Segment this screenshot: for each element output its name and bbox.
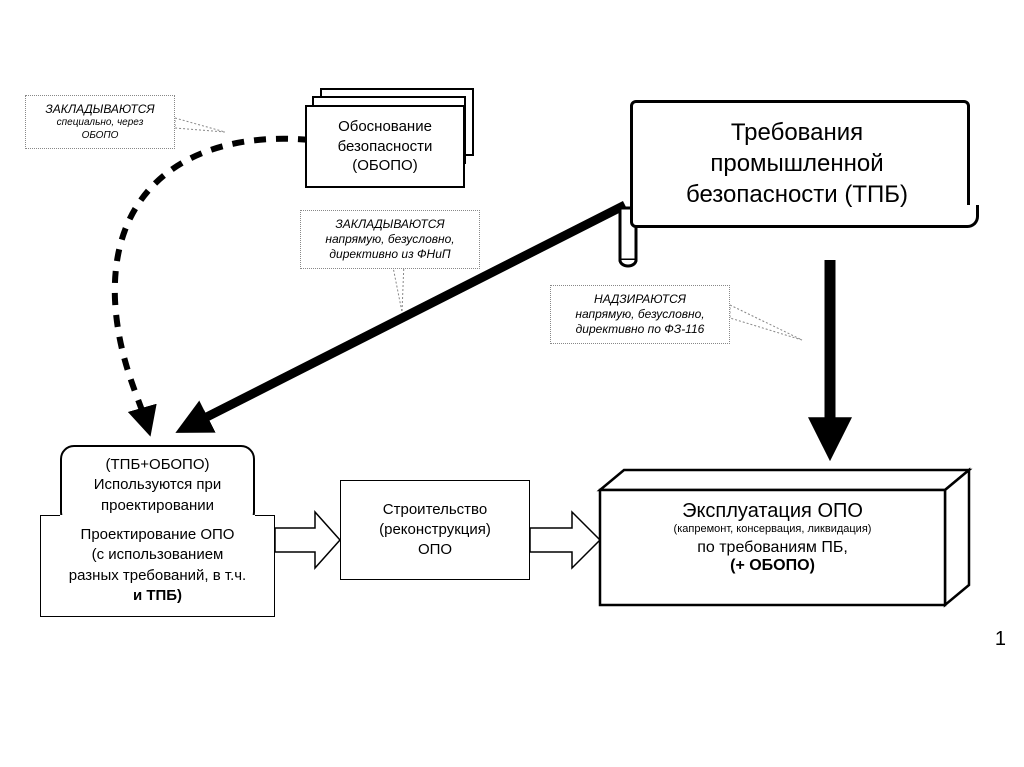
callout-left-line2: специально, через xyxy=(34,117,166,130)
callout-right-line1: НАДЗИРАЮТСЯ xyxy=(559,292,721,307)
scroll-banner: Требования промышленной безопасности (ТП… xyxy=(630,100,970,228)
callout-mid-line2: напрямую, безусловно, xyxy=(309,232,471,247)
scroll-line3: безопасности (ТПБ) xyxy=(686,181,908,208)
box1-top-left xyxy=(40,515,60,516)
doc-sub: безопасности xyxy=(338,138,433,155)
rounded-line3: проектировании xyxy=(101,497,214,514)
scroll-tube-cap xyxy=(620,260,636,266)
doc-title: Обоснование xyxy=(338,118,432,135)
box3-line3: по требованиям ПБ, xyxy=(697,539,848,556)
callout-left-line1: ЗАКЛАДЫВАЮТСЯ xyxy=(34,102,166,117)
edge-dashed-curve xyxy=(115,139,310,428)
callout-left-tail xyxy=(175,118,225,132)
diagram-canvas: ЗАКЛАДЫВАЮТСЯ специально, через ОБОПО Об… xyxy=(0,0,1024,767)
callout-mid-line3: директивно из ФНиП xyxy=(309,247,471,262)
callout-right-line3: директивно по ФЗ-116 xyxy=(559,322,721,337)
flow-arrow-1 xyxy=(275,512,340,568)
callout-mid: ЗАКЛАДЫВАЮТСЯ напрямую, безусловно, дире… xyxy=(300,210,480,269)
callout-left: ЗАКЛАДЫВАЮТСЯ специально, через ОБОПО xyxy=(25,95,175,149)
box3-sub: (капремонт, консервация, ликвидация) xyxy=(612,523,933,535)
box3-line4: (+ ОБОПО) xyxy=(730,557,815,574)
scroll-curl-icon xyxy=(956,205,979,228)
box1-top-right xyxy=(255,515,275,516)
box1-line2: (с использованием xyxy=(92,546,224,563)
box2-line1: Строительство xyxy=(353,500,517,520)
callout-mid-line1: ЗАКЛАДЫВАЮТСЯ xyxy=(309,217,471,232)
callout-left-line3: ОБОПО xyxy=(34,130,166,143)
doc-stack: Обоснование безопасности (ОБОПО) xyxy=(305,105,465,188)
box2-line3: ОПО xyxy=(353,540,517,560)
rounded-box: (ТПБ+ОБОПО) Используются при проектирова… xyxy=(60,445,255,526)
box-operation: Эксплуатация ОПО (капремонт, консервация… xyxy=(600,490,945,605)
callout-mid-tail xyxy=(392,262,404,312)
doc-abbr: (ОБОПО) xyxy=(352,157,417,174)
callout-right: НАДЗИРАЮТСЯ напрямую, безусловно, директ… xyxy=(550,285,730,344)
page-number: 1 xyxy=(995,628,1006,651)
box-construction: Строительство (реконструкция) ОПО xyxy=(340,480,530,580)
box1-line3: разных требований, в т.ч. xyxy=(69,567,246,584)
rounded-line1: (ТПБ+ОБОПО) xyxy=(106,456,210,473)
callout-right-line2: напрямую, безусловно, xyxy=(559,307,721,322)
box-design: Проектирование ОПО (с использованием раз… xyxy=(40,515,275,617)
box1-line1: Проектирование ОПО xyxy=(81,526,235,543)
rounded-line2: Используются при xyxy=(94,476,221,493)
flow-arrow-2 xyxy=(530,512,600,568)
box2-line2: (реконструкция) xyxy=(353,520,517,540)
callout-right-tail xyxy=(730,305,802,340)
box3-title: Эксплуатация ОПО xyxy=(612,500,933,523)
box1-line4: и ТПБ) xyxy=(133,587,182,604)
scroll-line2: промышленной xyxy=(710,150,883,177)
scroll-line1: Требования xyxy=(731,119,863,146)
